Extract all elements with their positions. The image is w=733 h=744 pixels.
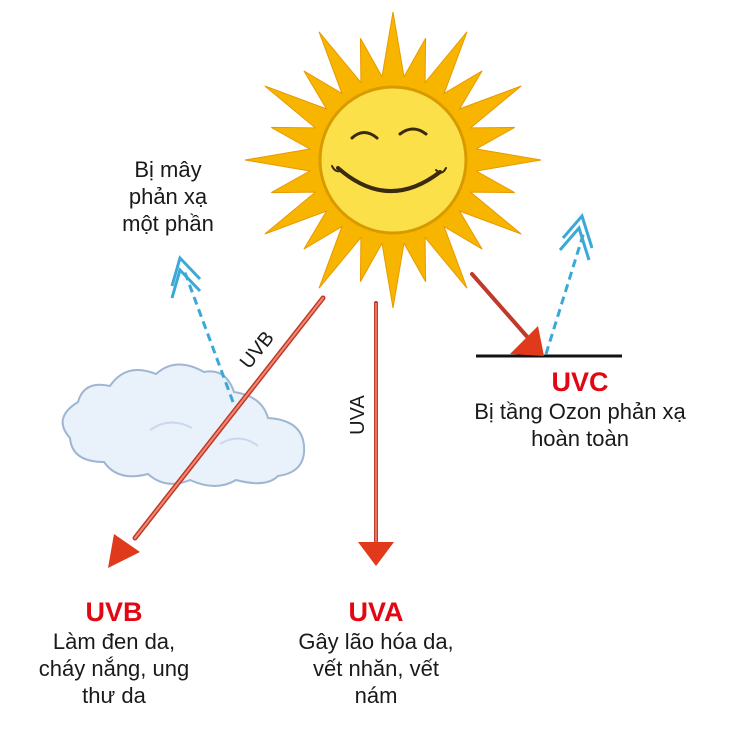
uvb-line1: Làm đen da,: [52, 629, 176, 654]
uva-ray-label: UVA: [347, 395, 369, 435]
cloud-reflection-note: Bị mây phản xạ một phần: [88, 156, 248, 237]
uvb-line3: thư da: [82, 683, 146, 708]
sun-icon: [244, 11, 542, 309]
cloud-note-line2: phản xạ: [128, 184, 208, 209]
sun-cheek-left: [331, 165, 343, 173]
ozone-reflection-arrow: [544, 212, 594, 355]
uvc-line1: Bị tầng Ozon phản xạ: [474, 399, 686, 424]
uvc-ray-arrow: [470, 272, 544, 356]
uvb-ray-arrow: [108, 295, 326, 568]
uva-line2: vết nhăn, vết: [313, 656, 439, 681]
uva-ray-arrow: [358, 301, 394, 566]
uva-line1: Gây lão hóa da,: [298, 629, 454, 654]
cloud-reflection-arrow: [170, 255, 235, 403]
sun-right-eye: [398, 127, 428, 136]
sun-left-eye: [350, 131, 379, 140]
uva-line3: nám: [354, 683, 398, 708]
sun-smile: [336, 166, 442, 193]
sun-cheek-right: [435, 167, 447, 174]
uva-title: UVA: [348, 597, 404, 627]
uvb-title: UVB: [85, 597, 143, 627]
uva-block: UVA Gây lão hóa da, vết nhăn, vết nám: [278, 596, 474, 709]
uvc-title: UVC: [551, 367, 609, 397]
cloud-note-line1: Bị mây: [134, 157, 202, 182]
cloud-note-line3: một phần: [122, 211, 214, 236]
uvb-block: UVB Làm đen da, cháy nắng, ung thư da: [0, 596, 228, 709]
uvb-line2: cháy nắng, ung: [38, 656, 190, 681]
sun-face: [318, 85, 468, 235]
uvc-block: UVC Bị tầng Ozon phản xạ hoàn toàn: [420, 366, 733, 452]
cloud-icon: [61, 363, 306, 487]
uvc-line2: hoàn toàn: [531, 426, 629, 451]
